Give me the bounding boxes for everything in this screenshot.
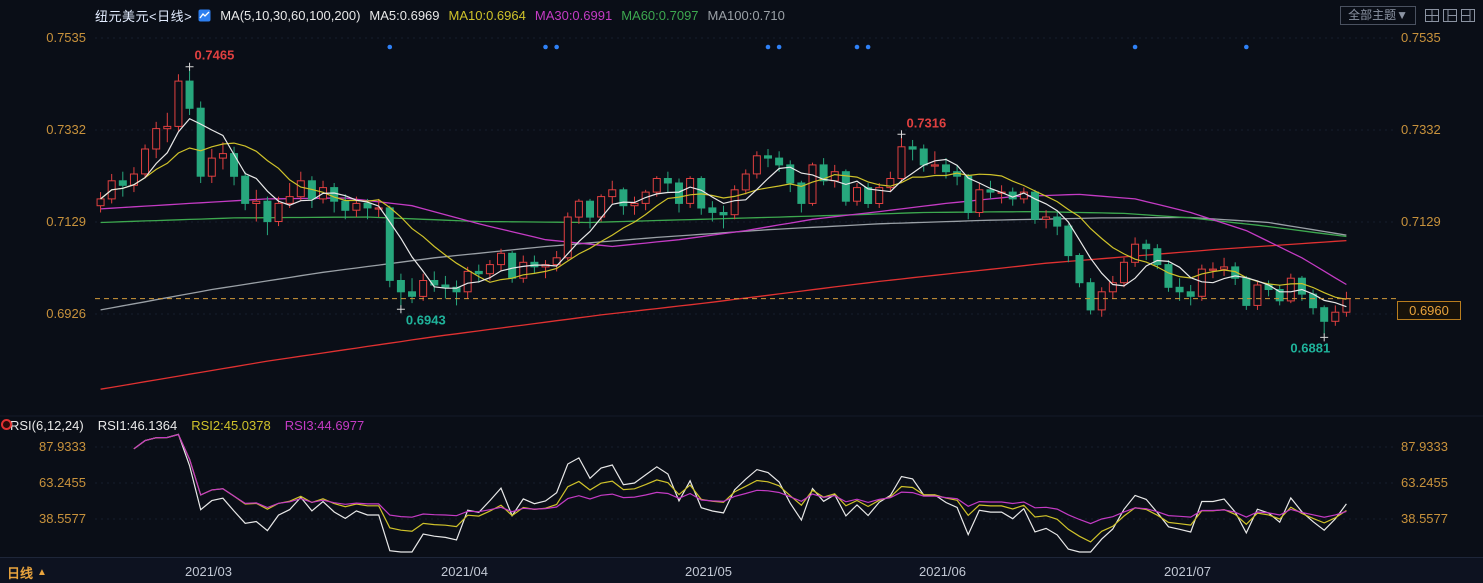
- rsi1-value-label: RSI1:46.1364: [97, 418, 178, 433]
- ma5-value-label: MA5:0.6969: [369, 7, 440, 23]
- x-axis-label: 2021/07: [1164, 564, 1211, 579]
- svg-text:0.7332: 0.7332: [1401, 122, 1441, 137]
- period-label: 日线: [7, 566, 34, 581]
- svg-text:0.7316: 0.7316: [906, 115, 946, 130]
- svg-text:0.7332: 0.7332: [46, 122, 86, 137]
- svg-text:0.7129: 0.7129: [1401, 214, 1441, 229]
- rsi-params-label: RSI(6,12,24): [10, 418, 84, 433]
- svg-text:63.2455: 63.2455: [39, 475, 86, 490]
- x-axis-label: 2021/03: [185, 564, 232, 579]
- rsi2-value-label: RSI2:45.0378: [191, 418, 271, 433]
- svg-text:0.6881: 0.6881: [1290, 340, 1330, 355]
- svg-text:0.7129: 0.7129: [46, 214, 86, 229]
- theme-selector-button[interactable]: 全部主题▼: [1340, 5, 1416, 25]
- svg-text:63.2455: 63.2455: [1401, 475, 1448, 490]
- svg-text:38.5577: 38.5577: [39, 511, 86, 526]
- triangle-up-icon: ▲: [37, 567, 47, 578]
- candlestick-chart-icon[interactable]: [198, 9, 211, 22]
- svg-text:0.7535: 0.7535: [46, 30, 86, 45]
- ma10-value-label: MA10:0.6964: [448, 7, 526, 23]
- rsi3-value-label: RSI3:44.6977: [284, 418, 365, 433]
- instrument-title[interactable]: 纽元美元<日线>: [95, 8, 193, 24]
- x-axis-label: 2021/06: [919, 564, 966, 579]
- rsi-panel-header: RSI(6,12,24) RSI1:46.1364 RSI2:45.0378 R…: [10, 418, 364, 433]
- chart-header: 纽元美元<日线> MA(5,10,30,60,100,200) MA5:0.69…: [0, 0, 1483, 28]
- layout-left-panel-icon[interactable]: [1443, 8, 1457, 22]
- svg-text:0.6926: 0.6926: [46, 306, 86, 321]
- svg-text:87.9333: 87.9333: [1401, 439, 1448, 454]
- ma60-value-label: MA60:0.7097: [621, 7, 699, 23]
- time-axis-bar[interactable]: 日线 ▲ 2021/03 2021/04 2021/05 2021/06 2021/07: [0, 557, 1483, 583]
- svg-text:0.7535: 0.7535: [1401, 30, 1441, 45]
- svg-text:38.5577: 38.5577: [1401, 511, 1448, 526]
- layout-right-panel-icon[interactable]: [1461, 8, 1475, 22]
- last-price-tag: 0.6960: [1397, 300, 1461, 320]
- ma-params-label: MA(5,10,30,60,100,200): [220, 7, 361, 23]
- alert-indicator-icon: [1, 419, 12, 430]
- svg-text:0.7465: 0.7465: [195, 48, 235, 63]
- svg-text:87.9333: 87.9333: [39, 439, 86, 454]
- ma30-value-label: MA30:0.6991: [534, 7, 613, 23]
- ma100-value-label: MA100:0.710: [707, 7, 785, 23]
- svg-text:0.6943: 0.6943: [406, 312, 446, 327]
- layout-quad-icon[interactable]: [1425, 8, 1439, 22]
- period-tab-daily[interactable]: 日线 ▲: [7, 563, 47, 582]
- x-axis-label: 2021/04: [441, 564, 488, 579]
- x-axis-label: 2021/05: [685, 564, 732, 579]
